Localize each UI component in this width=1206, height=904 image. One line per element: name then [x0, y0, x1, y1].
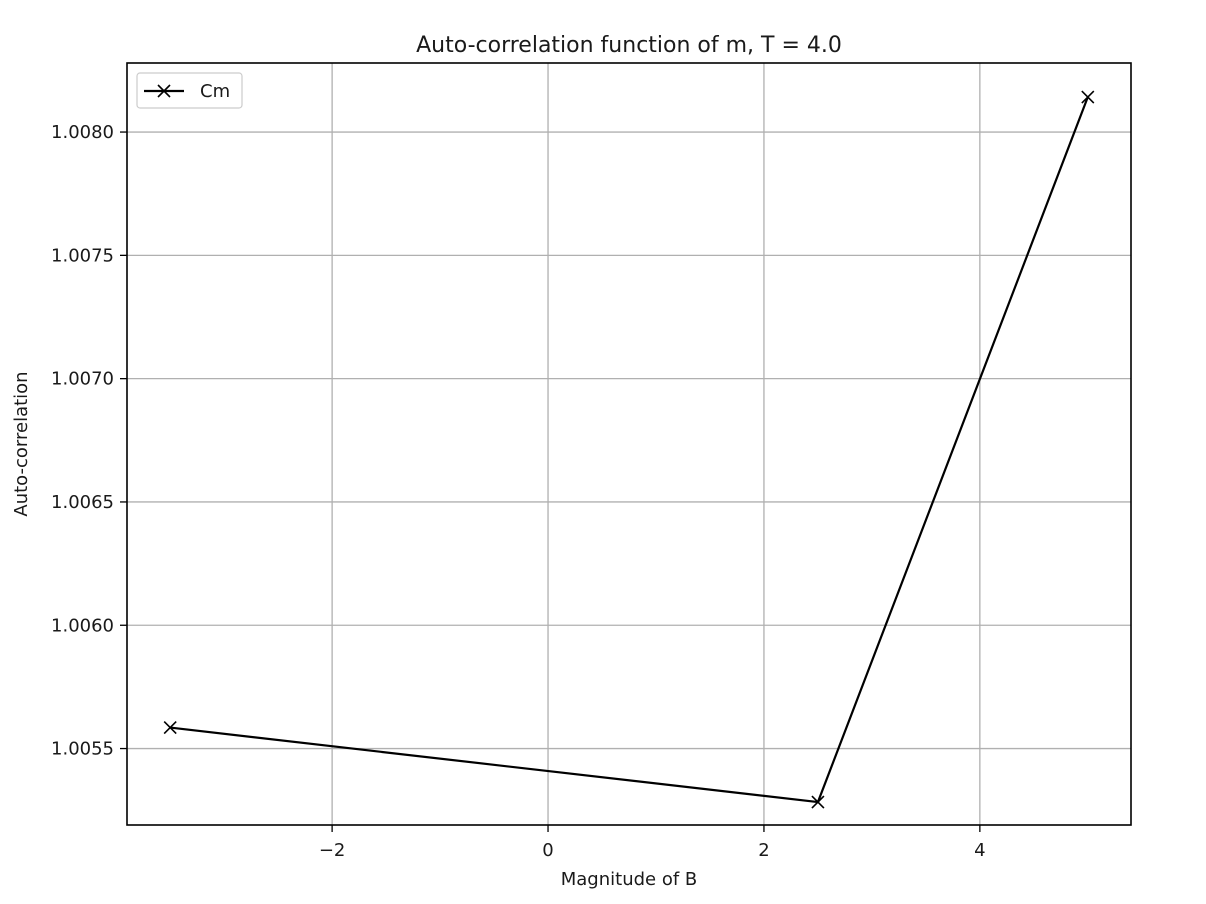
legend: Cm — [136, 72, 243, 109]
y-tick-label: 1.0080 — [51, 122, 114, 143]
y-tick-label: 1.0055 — [51, 739, 114, 760]
legend-label-cm: Cm — [200, 81, 230, 102]
x-axis-label: Magnitude of B — [561, 869, 698, 890]
x-tick-label: 0 — [542, 840, 553, 861]
axes-frame — [126, 62, 1132, 826]
y-tick-label: 1.0070 — [51, 369, 114, 390]
y-tick-label: 1.0065 — [51, 492, 114, 513]
chart-title: Auto-correlation function of m, T = 4.0 — [416, 33, 842, 58]
y-axis-ticks: 1.0055 1.0060 1.0065 1.0070 1.0075 1.0080 — [51, 122, 127, 760]
legend-marker-shape — [157, 84, 171, 98]
x-tick-label: 4 — [974, 840, 985, 861]
x-marker-stroke — [811, 795, 825, 809]
x-marker-stroke — [163, 721, 177, 735]
x-axis-ticks: −2 0 2 4 — [319, 825, 986, 861]
data-point-marker — [811, 795, 825, 809]
x-marker-stroke — [1081, 90, 1095, 104]
plot-series — [163, 90, 1095, 809]
y-tick-label: 1.0060 — [51, 615, 114, 636]
x-tick-label: −2 — [319, 840, 346, 861]
series-line-cm — [170, 96, 1089, 804]
legend-x-marker-icon — [157, 84, 171, 98]
y-axis-label: Auto-correlation — [11, 371, 32, 516]
x-marker-stroke — [157, 84, 171, 98]
y-tick-label: 1.0075 — [51, 245, 114, 266]
grid — [127, 63, 1131, 825]
data-point-marker — [1081, 90, 1095, 104]
legend-box — [136, 72, 243, 109]
data-point-marker — [163, 721, 177, 735]
x-tick-label: 2 — [758, 840, 769, 861]
